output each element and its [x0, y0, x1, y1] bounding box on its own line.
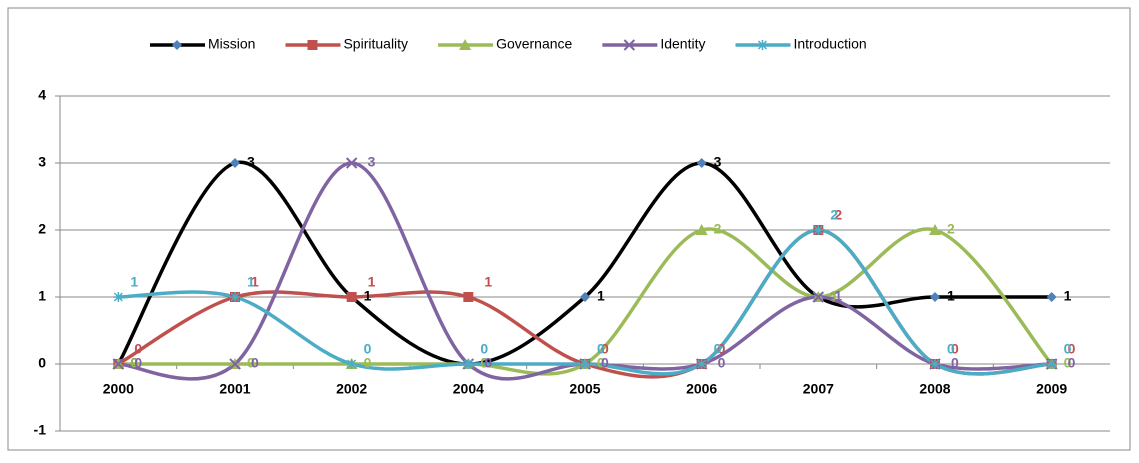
- x-tick-label: 2001: [219, 381, 250, 397]
- x-tick-label: 2009: [1036, 381, 1067, 397]
- series-line: [118, 227, 1053, 376]
- x-tick-label: 2006: [686, 381, 717, 397]
- marker: [345, 157, 358, 169]
- data-label: 1: [368, 274, 376, 290]
- legend-label: Introduction: [793, 36, 866, 52]
- data-label: 0: [718, 355, 726, 371]
- data-label: 0: [480, 355, 488, 371]
- data-label: 3: [714, 154, 722, 170]
- legend-label: Governance: [496, 36, 572, 52]
- data-label: 1: [1064, 288, 1072, 304]
- marker: [230, 292, 240, 302]
- data-label: 0: [1064, 355, 1072, 371]
- data-label: 0: [130, 355, 138, 371]
- data-label: 0: [951, 355, 959, 371]
- data-label: 1: [364, 288, 372, 304]
- y-tick-label: 2: [38, 221, 46, 237]
- data-label: 1: [947, 288, 955, 304]
- data-label: 0: [247, 355, 255, 371]
- x-tick-label: 2007: [803, 381, 834, 397]
- marker: [812, 291, 825, 303]
- legend-marker: [459, 39, 472, 50]
- legend-label: Mission: [208, 36, 255, 52]
- data-label: 2: [830, 207, 838, 223]
- legend-marker: [172, 40, 182, 50]
- marker: [112, 358, 125, 370]
- legend-marker: [757, 40, 768, 50]
- data-label: 1: [247, 274, 255, 290]
- data-label: 3: [247, 154, 255, 170]
- marker: [929, 224, 941, 235]
- marker: [463, 359, 474, 369]
- marker: [1046, 359, 1057, 369]
- data-label: 0: [480, 355, 488, 371]
- data-label: 0: [134, 341, 142, 357]
- marker: [346, 292, 357, 302]
- marker: [696, 359, 707, 369]
- data-label: 0: [601, 341, 609, 357]
- x-tick-label: 2005: [569, 381, 600, 397]
- data-label: 0: [1068, 341, 1076, 357]
- legend-label: Spirituality: [343, 36, 408, 52]
- x-tick-label: 2000: [103, 381, 134, 397]
- chart-border: [7, 7, 1131, 451]
- data-label: 0: [597, 355, 605, 371]
- y-tick-label: -1: [34, 422, 47, 438]
- data-label: 0: [364, 355, 372, 371]
- data-label: 0: [947, 341, 955, 357]
- data-label: 0: [718, 341, 726, 357]
- series-line: [118, 228, 1052, 376]
- data-label: 1: [830, 288, 838, 304]
- data-label: 1: [597, 288, 605, 304]
- data-label: 0: [951, 341, 959, 357]
- legend-label: Identity: [660, 36, 705, 52]
- data-label: 0: [251, 355, 259, 371]
- data-label: 1: [830, 288, 838, 304]
- marker: [113, 292, 124, 302]
- data-label: 1: [834, 288, 842, 304]
- data-label: 0: [134, 355, 142, 371]
- marker: [695, 224, 708, 235]
- data-label: 0: [597, 341, 605, 357]
- legend-marker: [623, 39, 636, 51]
- x-tick-label: 2008: [919, 381, 950, 397]
- y-tick-label: 4: [38, 87, 46, 103]
- marker: [230, 158, 240, 168]
- data-label: 0: [1064, 341, 1072, 357]
- y-tick-label: 1: [38, 288, 46, 304]
- y-tick-label: 3: [38, 154, 46, 170]
- marker: [930, 359, 940, 369]
- data-label: 2: [834, 207, 842, 223]
- y-tick-label: 0: [38, 355, 46, 371]
- data-label: 0: [130, 355, 138, 371]
- data-label: 0: [484, 355, 492, 371]
- marker: [696, 158, 707, 168]
- marker: [1046, 292, 1057, 302]
- x-tick-label: 2002: [336, 381, 367, 397]
- data-label: 0: [714, 341, 722, 357]
- marker: [930, 292, 940, 302]
- data-label: 0: [364, 341, 372, 357]
- data-label: 1: [251, 274, 259, 290]
- marker: [229, 358, 241, 370]
- marker: [346, 359, 357, 369]
- marker: [580, 359, 590, 369]
- data-label: 1: [484, 274, 492, 290]
- marker: [580, 292, 590, 302]
- data-label: 3: [368, 154, 376, 170]
- legend-marker: [307, 40, 318, 50]
- data-label: 2: [947, 221, 955, 237]
- data-label: 1: [130, 274, 138, 290]
- data-label: 2: [714, 221, 722, 237]
- data-label: 0: [601, 355, 609, 371]
- data-label: 0: [480, 341, 488, 357]
- data-label: 0: [1068, 355, 1076, 371]
- marker: [813, 225, 824, 235]
- series-line: [118, 161, 1052, 381]
- marker: [463, 292, 474, 302]
- x-tick-label: 2004: [453, 381, 484, 397]
